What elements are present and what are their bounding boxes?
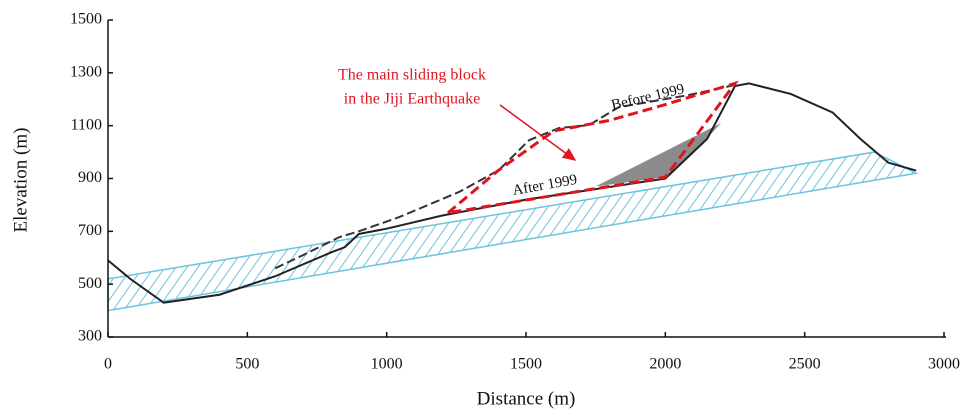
x-tick-label: 0 [104, 356, 112, 373]
x-tick-label: 2000 [649, 356, 681, 373]
profile-line [274, 84, 736, 270]
bedrock [107, 151, 919, 312]
x-tick-label: 1500 [510, 356, 542, 373]
y-tick-label: 1300 [70, 64, 102, 81]
y-tick-label: 300 [78, 328, 102, 345]
annotation: in the Jiji Earthquake [344, 91, 480, 108]
x-tick-label: 2500 [789, 356, 821, 373]
annotation: The main sliding block [338, 67, 486, 84]
y-tick-label: 900 [78, 169, 102, 186]
annotation-arrow [499, 104, 577, 161]
x-tick-label: 500 [235, 356, 259, 373]
y-tick-label: 700 [78, 222, 102, 239]
y-axis-title: Elevation (m) [10, 128, 31, 233]
x-axis-title: Distance (m) [477, 388, 576, 409]
sliding-block [442, 80, 739, 216]
deposit [595, 123, 722, 187]
x-tick-label: 1000 [371, 356, 403, 373]
series-label: After 1999 [511, 172, 578, 199]
y-tick-label: 1100 [71, 116, 102, 133]
y-tick-label: 1500 [70, 11, 102, 28]
y-tick-label: 500 [78, 275, 102, 292]
x-tick-label: 3000 [928, 356, 960, 373]
